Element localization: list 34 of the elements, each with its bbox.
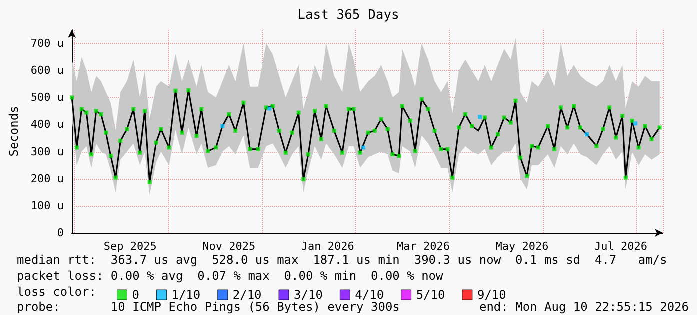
legend-label: 0 — [132, 288, 140, 302]
legend-label: 9/10 — [477, 288, 506, 302]
y-tick-label: 300 u — [30, 145, 64, 158]
point — [584, 132, 589, 136]
y-tick-label: 700 u — [30, 37, 64, 50]
chart-title: Last 365 Days — [298, 8, 400, 23]
y-tick-label: 0 — [57, 226, 64, 240]
point — [478, 115, 482, 120]
x-tick-label: Jan 2026 — [301, 240, 354, 253]
text: end: Mon Aug 10 22:55:15 2026 — [479, 300, 689, 314]
text: median rtt: 363.7 us avg 528.0 us max 187.1 us min 390.3 us now 0.1 ms sd 4.7 am/s — [17, 253, 668, 267]
legend-label: 4/10 — [355, 288, 384, 302]
text: probe: 10 ICMP Echo Pings (56 Bytes) every 300s — [17, 300, 400, 314]
text: packet loss: 0.00 % avg 0.07 % max 0.00 % min 0.00 % now — [17, 269, 444, 283]
legend-label: 1/10 — [172, 288, 201, 302]
y-tick-label: 200 u — [30, 172, 64, 186]
y-axis-title: Seconds — [7, 106, 21, 157]
point — [362, 146, 366, 150]
x-tick-label: May 2026 — [496, 240, 549, 253]
y-tick-label: 500 u — [30, 91, 64, 104]
y-tick-label: 100 u — [30, 199, 64, 212]
y-tick-label: 400 u — [30, 118, 64, 132]
legend-label: 2/10 — [232, 288, 262, 302]
x-tick-label: Mar 2026 — [396, 240, 450, 253]
point — [634, 122, 638, 126]
x-tick-label: Sep 2025 — [104, 240, 157, 253]
legend-label: 3/10 — [294, 288, 323, 302]
y-tick-label: 600 u — [30, 64, 64, 78]
legend-title: loss color: — [17, 285, 96, 299]
x-tick-label: Nov 2025 — [202, 240, 256, 253]
x-tick-label: Jul 2026 — [594, 240, 648, 253]
legend-label: 5/10 — [416, 288, 446, 302]
point — [268, 106, 272, 111]
point — [220, 124, 225, 128]
